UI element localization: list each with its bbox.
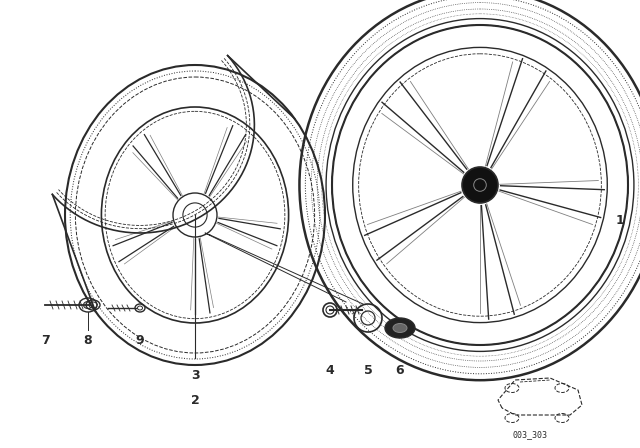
Text: 9: 9 bbox=[136, 333, 144, 346]
Ellipse shape bbox=[393, 323, 407, 332]
Text: 7: 7 bbox=[40, 333, 49, 346]
Text: 5: 5 bbox=[364, 363, 372, 376]
Text: 2: 2 bbox=[191, 393, 200, 406]
Ellipse shape bbox=[385, 318, 415, 338]
Circle shape bbox=[462, 167, 498, 203]
Text: 1: 1 bbox=[616, 214, 625, 227]
Text: 003_303: 003_303 bbox=[513, 431, 547, 439]
Text: 3: 3 bbox=[191, 369, 199, 382]
Text: 8: 8 bbox=[84, 333, 92, 346]
Text: 4: 4 bbox=[326, 363, 334, 376]
Text: 6: 6 bbox=[396, 363, 404, 376]
